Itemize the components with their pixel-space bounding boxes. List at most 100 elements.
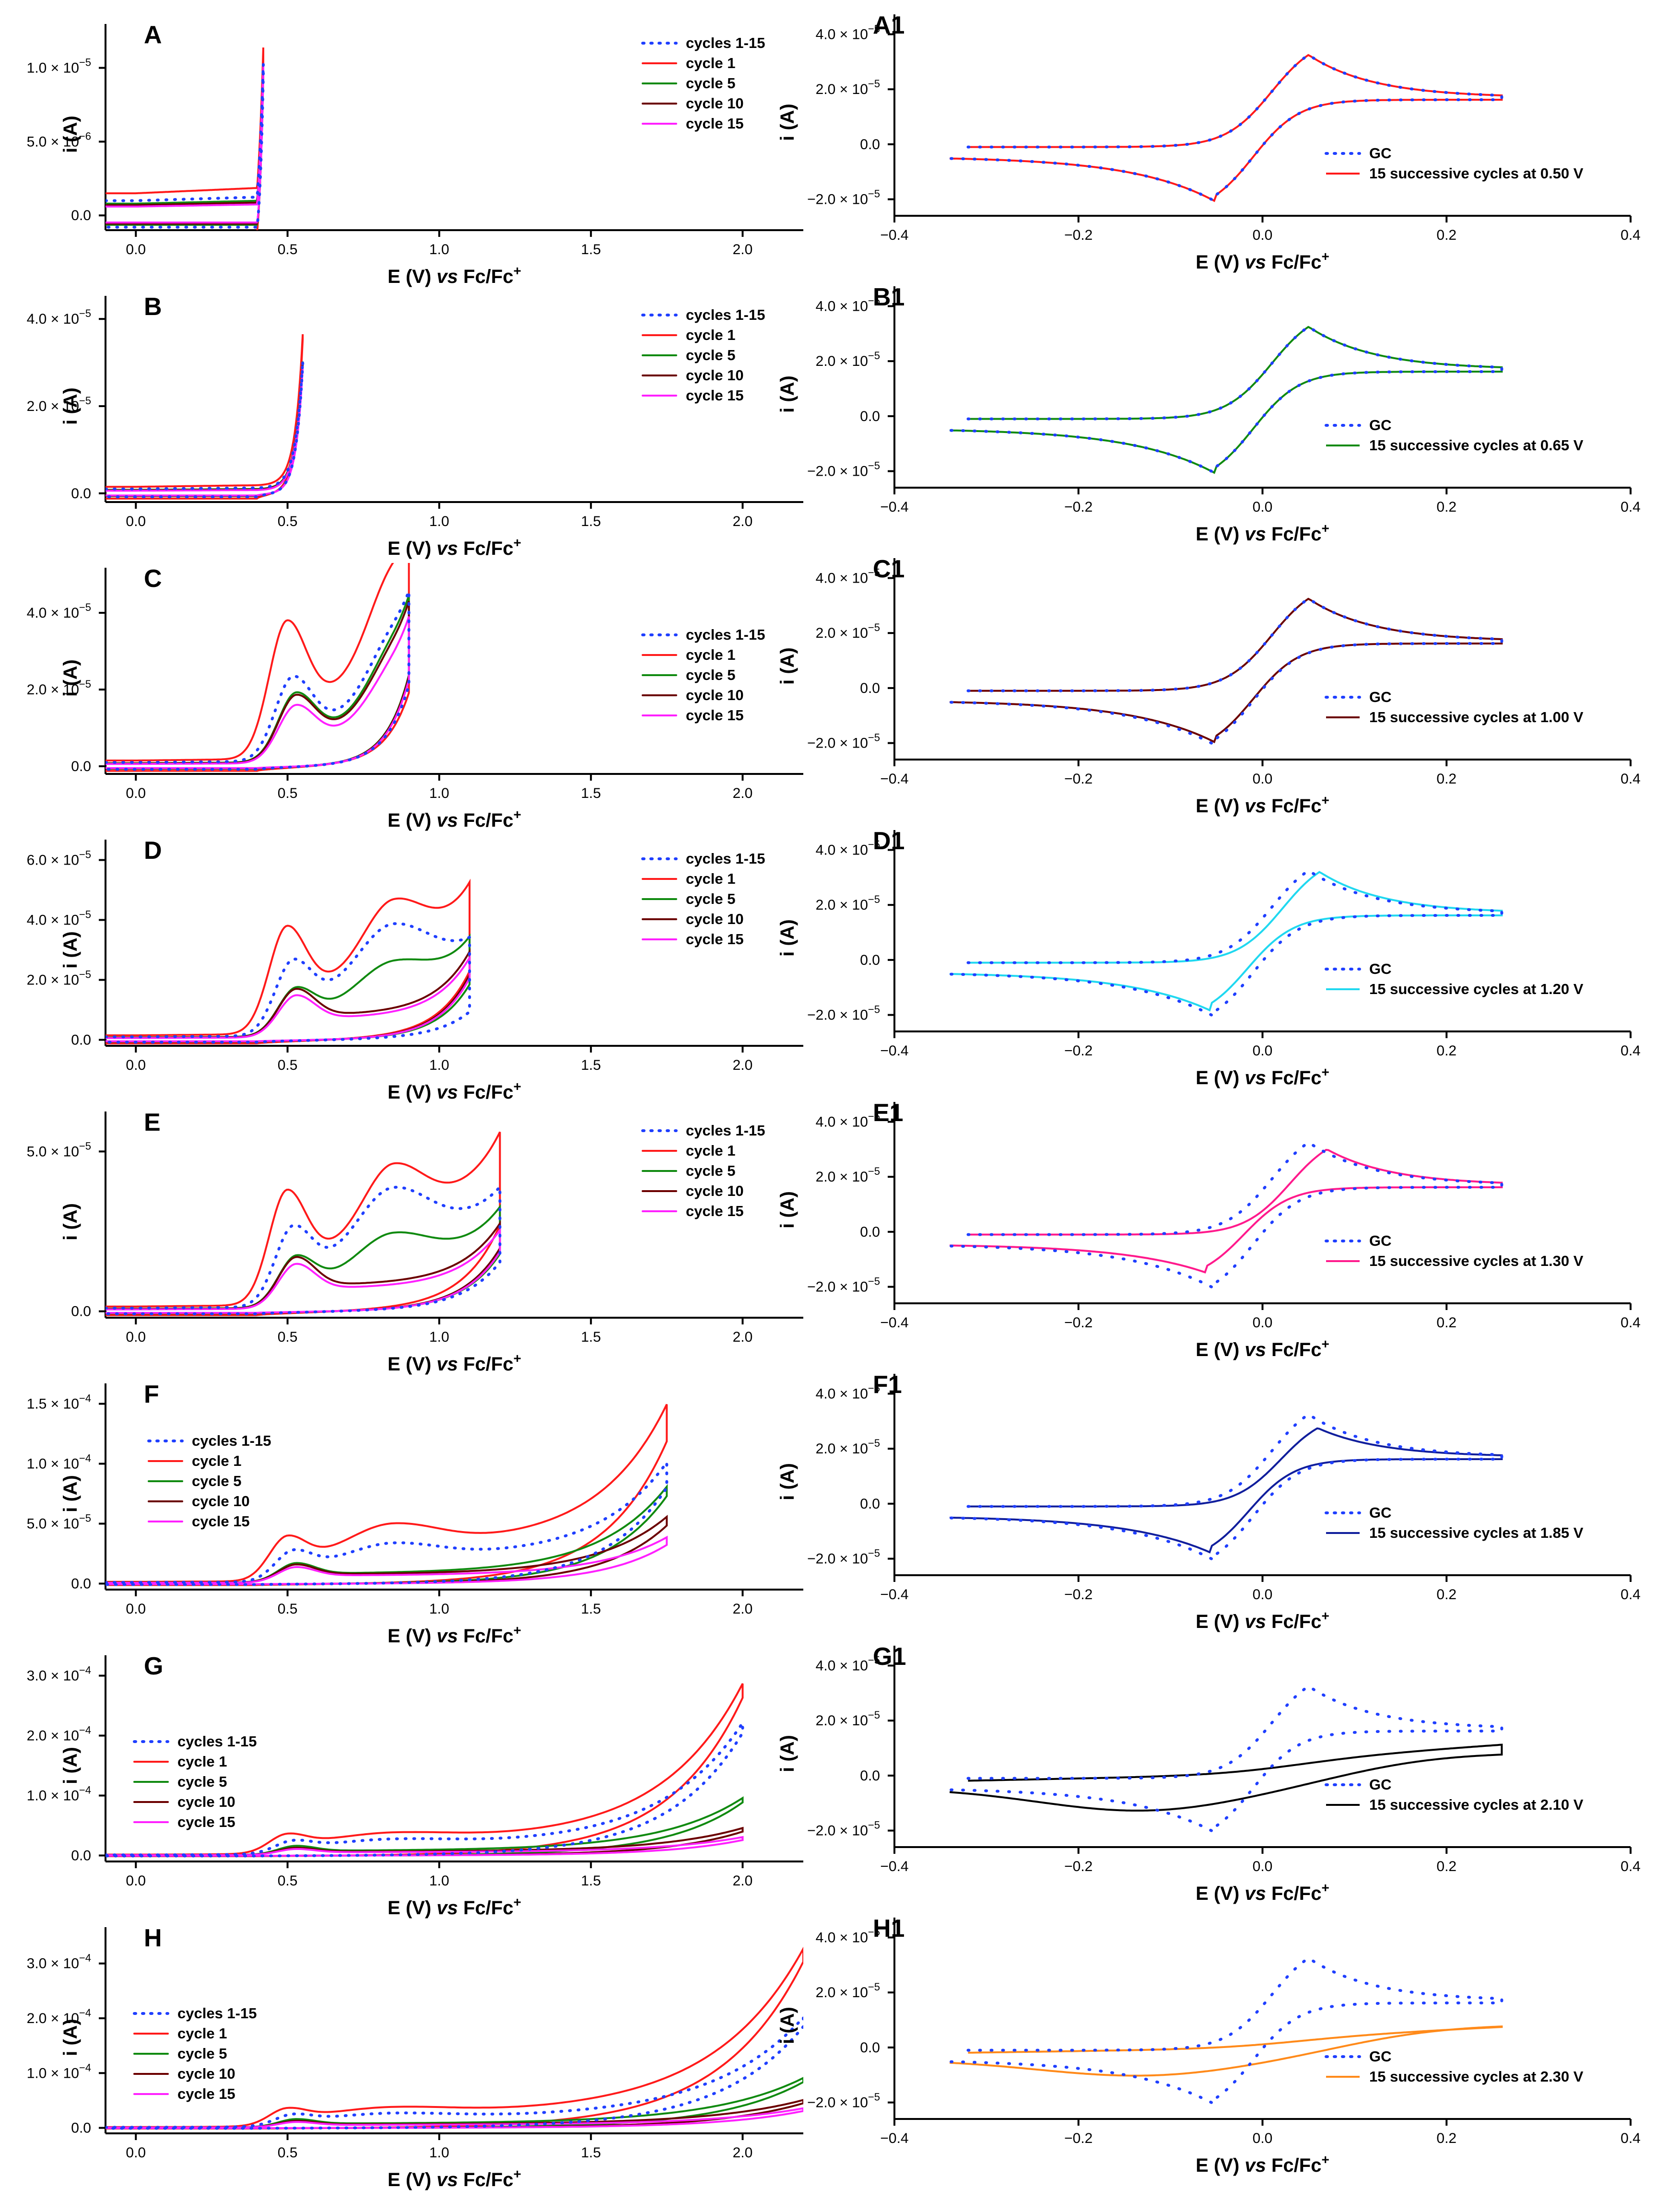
x-tick-label-B: 0.5 bbox=[278, 514, 298, 529]
x-tick-label-D: 1.5 bbox=[581, 1057, 601, 1073]
y-tick-label-D1: 2.0 × 10−5 bbox=[816, 893, 880, 913]
plot-area-H bbox=[106, 1946, 803, 2130]
series-gc-C1 bbox=[948, 597, 1503, 747]
x-axis-title-C: E (V) vs Fc/Fc+ bbox=[388, 807, 521, 831]
x-tick-label-D1: 0.2 bbox=[1436, 1043, 1456, 1059]
x-tick-label-G1: 0.4 bbox=[1621, 1859, 1641, 1874]
panel-label-F1: F1 bbox=[873, 1371, 902, 1399]
legend-label-B1: 15 successive cycles at 0.65 V bbox=[1369, 437, 1584, 454]
y-tick-label-E: 0.0 bbox=[71, 1304, 91, 1320]
panel-label-B: B bbox=[144, 293, 162, 321]
plot-area-A bbox=[106, 47, 265, 230]
chart-panel-D: 0.0 0.5 1.0 1.5 2.0 0.0 2.0 × 10−5 4.0 × 10−5 6.… bbox=[27, 837, 803, 1103]
y-tick-label-E1: 4.0 × 10−5 bbox=[816, 1110, 880, 1130]
y-tick-label-D1: 4.0 × 10−5 bbox=[816, 838, 880, 858]
series-cycle-1-E bbox=[106, 1131, 501, 1316]
series-cycles-1-15-F bbox=[106, 1458, 669, 1586]
x-tick-label-E1: −0.2 bbox=[1064, 1315, 1092, 1331]
y-tick-label-C1: 2.0 × 10−5 bbox=[816, 621, 880, 641]
x-axis-title-D1: E (V) vs Fc/Fc+ bbox=[1196, 1065, 1329, 1088]
y-axis-title-F: i (A) bbox=[60, 1475, 81, 1512]
x-tick-label-C: 2.0 bbox=[733, 785, 753, 801]
y-axis-title-B: i (A) bbox=[60, 387, 81, 425]
legend-label-A: cycle 1 bbox=[686, 55, 735, 71]
legend-label-E: cycle 10 bbox=[686, 1182, 744, 1199]
panel-label-C: C bbox=[144, 565, 162, 593]
chart-panel-G: 0.0 0.5 1.0 1.5 2.0 0.0 1.0 × 10−4 2.0 × 10−4 3.… bbox=[27, 1652, 803, 1919]
x-tick-label-B: 0.0 bbox=[126, 514, 146, 529]
y-tick-label-C: 0.0 bbox=[71, 759, 91, 774]
series-cycles-1-15-H bbox=[106, 2015, 803, 2130]
x-axis-title-C1: E (V) vs Fc/Fc+ bbox=[1196, 793, 1329, 817]
x-tick-label-A1: 0.0 bbox=[1253, 227, 1273, 243]
x-axis-title-H1: E (V) vs Fc/Fc+ bbox=[1196, 2152, 1329, 2176]
legend-label-E: cycle 5 bbox=[686, 1162, 735, 1179]
legend-label-D: cycle 5 bbox=[686, 890, 735, 907]
series-cycle-15-A bbox=[106, 65, 264, 223]
x-tick-label-C1: −0.2 bbox=[1064, 771, 1092, 787]
legend-label-F: cycles 1-15 bbox=[192, 1432, 271, 1449]
y-tick-label-E1: 2.0 × 10−5 bbox=[816, 1165, 880, 1185]
y-axis-title-A1: i (A) bbox=[777, 104, 798, 141]
chart-panel-B1: −0.4 −0.2 0.0 0.2 0.4 −2.0 × 10−5 0.0 2.0 × 10−… bbox=[777, 283, 1641, 545]
legend-label-C: cycle 5 bbox=[686, 667, 735, 683]
legend-label-G: cycle 15 bbox=[177, 1814, 235, 1830]
x-tick-label-H: 1.5 bbox=[581, 2145, 601, 2161]
plot-area-A1 bbox=[948, 53, 1503, 203]
x-tick-label-D1: 0.4 bbox=[1621, 1043, 1641, 1059]
x-tick-label-A1: 0.4 bbox=[1621, 227, 1641, 243]
x-tick-label-B: 1.5 bbox=[581, 514, 601, 529]
legend-label-F1: 15 successive cycles at 1.85 V bbox=[1369, 1524, 1584, 1541]
y-tick-label-G: 2.0 × 10−4 bbox=[27, 1724, 91, 1744]
x-tick-label-E: 0.0 bbox=[126, 1329, 146, 1345]
y-axis-title-G: i (A) bbox=[60, 1747, 81, 1784]
series-gc-D1 bbox=[948, 869, 1503, 1018]
x-axis-title-E: E (V) vs Fc/Fc+ bbox=[388, 1351, 521, 1375]
y-tick-label-H1: 4.0 × 10−5 bbox=[816, 1926, 880, 1945]
series-cycle-1-D bbox=[106, 878, 471, 1044]
x-tick-label-E1: 0.2 bbox=[1436, 1315, 1456, 1331]
legend-label-H: cycle 5 bbox=[177, 2045, 227, 2062]
y-tick-label-H: 0.0 bbox=[71, 2120, 91, 2136]
y-tick-label-H: 1.0 × 10−4 bbox=[27, 2061, 91, 2081]
x-tick-label-D: 2.0 bbox=[733, 1057, 753, 1073]
series-gc-A1 bbox=[948, 53, 1503, 203]
series-cycle-1-A bbox=[106, 47, 264, 230]
series-gc-G1 bbox=[948, 1685, 1503, 1834]
panel-label-H: H bbox=[144, 1924, 162, 1952]
legend-label-E: cycles 1-15 bbox=[686, 1122, 765, 1139]
y-tick-label-D1: −2.0 × 10−5 bbox=[807, 1004, 880, 1023]
x-tick-label-C1: −0.4 bbox=[880, 771, 908, 787]
legend-label-B: cycle 5 bbox=[686, 347, 735, 363]
y-axis-title-D: i (A) bbox=[60, 931, 81, 969]
plot-area-B bbox=[106, 334, 305, 500]
x-tick-label-H1: 0.2 bbox=[1436, 2130, 1456, 2146]
legend-label-E1: 15 successive cycles at 1.30 V bbox=[1369, 1252, 1584, 1269]
chart-panel-D1: −0.4 −0.2 0.0 0.2 0.4 −2.0 × 10−5 0.0 2.0 × 10−… bbox=[777, 827, 1641, 1088]
chart-panel-C: 0.0 0.5 1.0 1.5 2.0 0.0 2.0 × 10−5 4.0 × 10−5 E … bbox=[27, 563, 803, 831]
x-tick-label-A: 1.5 bbox=[581, 242, 601, 257]
x-axis-title-B1: E (V) vs Fc/Fc+ bbox=[1196, 521, 1329, 545]
chart-panel-E: 0.0 0.5 1.0 1.5 2.0 0.0 5.0 × 10−5 E (V) vs Fc/… bbox=[27, 1109, 803, 1375]
x-tick-label-F1: −0.4 bbox=[880, 1587, 908, 1603]
y-tick-label-G1: −2.0 × 10−5 bbox=[807, 1819, 880, 1839]
series-15-cycles-G1 bbox=[949, 1744, 1503, 1812]
y-axis-title-H1: i (A) bbox=[777, 2007, 798, 2044]
series-cycle-15-D bbox=[106, 954, 471, 1042]
series-cycles-1-15-C bbox=[106, 590, 411, 771]
x-tick-label-D: 0.5 bbox=[278, 1057, 298, 1073]
y-tick-label-G: 3.0 × 10−4 bbox=[27, 1664, 91, 1684]
x-tick-label-E: 2.0 bbox=[733, 1329, 753, 1345]
panel-label-E1: E1 bbox=[873, 1099, 904, 1127]
series-gc-B1 bbox=[948, 325, 1503, 475]
chart-panel-C1: −0.4 −0.2 0.0 0.2 0.4 −2.0 × 10−5 0.0 2.0 × 10−… bbox=[777, 555, 1641, 817]
y-tick-label-G1: 0.0 bbox=[860, 1768, 880, 1784]
x-tick-label-B1: 0.0 bbox=[1253, 499, 1273, 515]
y-tick-label-A1: −2.0 × 10−5 bbox=[807, 188, 880, 208]
chart-panel-A1: −0.4 −0.2 0.0 0.2 0.4 −2.0 × 10−5 0.0 2.0 × 10−… bbox=[777, 12, 1641, 273]
y-tick-label-D: 0.0 bbox=[71, 1032, 91, 1048]
x-tick-label-A1: 0.2 bbox=[1436, 227, 1456, 243]
legend-label-G: cycles 1-15 bbox=[177, 1733, 257, 1750]
series-cycle-10-C bbox=[106, 601, 410, 770]
y-tick-label-H1: 2.0 × 10−5 bbox=[816, 1981, 880, 2001]
